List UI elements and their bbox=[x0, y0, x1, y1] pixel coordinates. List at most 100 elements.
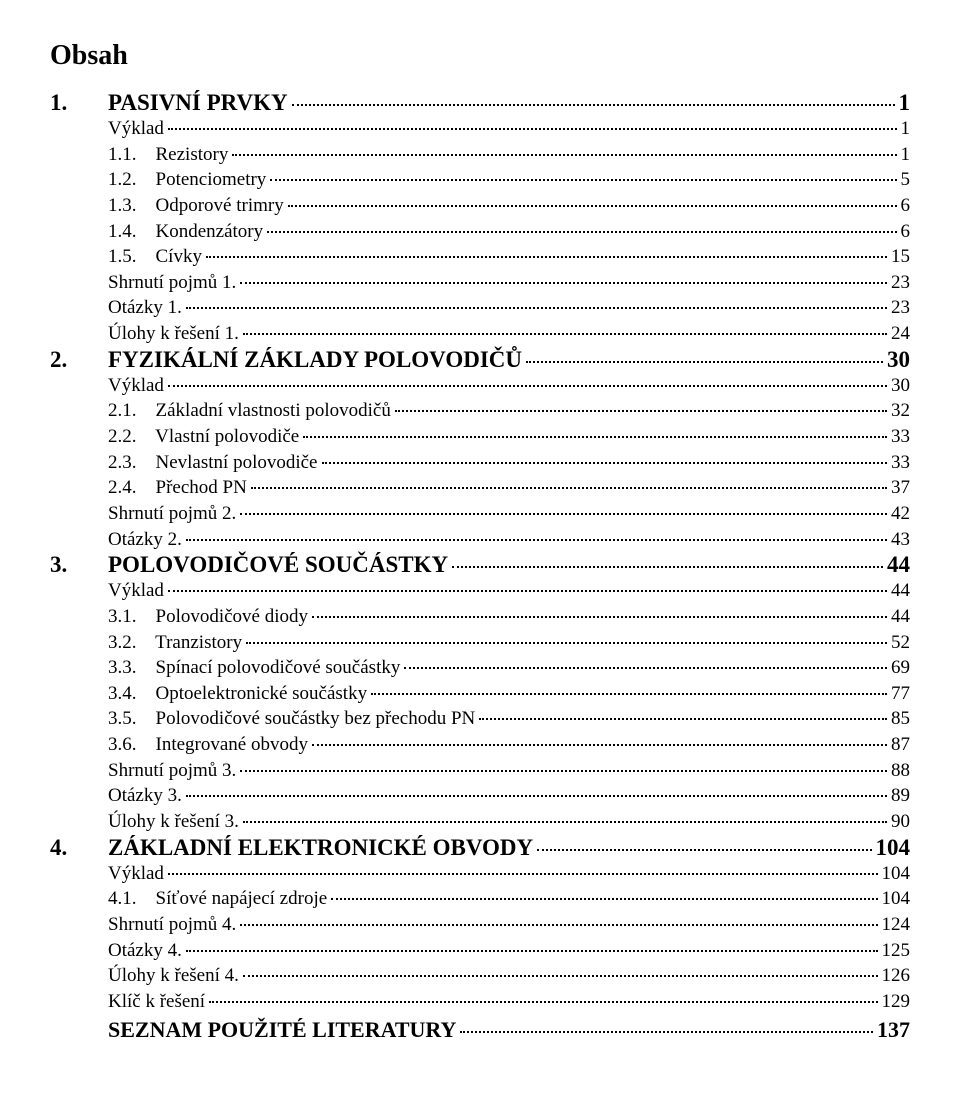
toc-page-number: 69 bbox=[891, 655, 910, 681]
toc-section: Klíč k řešení129 bbox=[50, 989, 910, 1015]
toc-leader-dots bbox=[168, 873, 878, 875]
toc-subsection: 2.1. Základní vlastnosti polovodičů 32 bbox=[50, 398, 910, 424]
toc-page-number: 44 bbox=[887, 552, 910, 578]
toc-section: Úlohy k řešení 4. 126 bbox=[50, 963, 910, 989]
toc-subsection: 2.2. Vlastní polovodiče 33 bbox=[50, 424, 910, 450]
toc-page-number: 33 bbox=[891, 424, 910, 450]
toc-subsection: 2.3. Nevlastní polovodiče33 bbox=[50, 450, 910, 476]
toc-entry-label: 3.2. Tranzistory bbox=[108, 630, 242, 656]
toc-subsection: 3.4. Optoelektronické součástky77 bbox=[50, 681, 910, 707]
toc-subsection: 1.3. Odporové trimry6 bbox=[50, 193, 910, 219]
toc-entry-label: 1.5. Cívky bbox=[108, 244, 202, 270]
toc-leader-dots bbox=[267, 231, 896, 233]
toc-entry-label: Výklad bbox=[108, 373, 164, 399]
toc-entry-label: 2.1. Základní vlastnosti polovodičů bbox=[108, 398, 391, 424]
toc-entry-label: 1.3. Odporové trimry bbox=[108, 193, 284, 219]
toc-page-number: 104 bbox=[882, 861, 911, 887]
toc-page-number: 33 bbox=[891, 450, 910, 476]
toc-chapter-label: ZÁKLADNÍ ELEKTRONICKÉ OBVODY bbox=[108, 835, 533, 861]
toc-entry-label: Otázky 4. bbox=[108, 938, 182, 964]
toc-page-number: 5 bbox=[901, 167, 911, 193]
toc-entry-label: 3.3. Spínací polovodičové součástky bbox=[108, 655, 400, 681]
toc-section: Shrnutí pojmů 2. 42 bbox=[50, 501, 910, 527]
toc-page-number: 1 bbox=[899, 90, 911, 116]
toc-page-number: 43 bbox=[891, 527, 910, 553]
toc-page-number: 23 bbox=[891, 295, 910, 321]
toc-subsection: 1.4. Kondenzátory6 bbox=[50, 219, 910, 245]
toc-chapter: 4.ZÁKLADNÍ ELEKTRONICKÉ OBVODY104 bbox=[50, 835, 910, 861]
toc-literature: SEZNAM POUŽITÉ LITERATURY 137 bbox=[50, 1015, 910, 1045]
toc-page-number: 44 bbox=[891, 604, 910, 630]
toc-section: Otázky 4.125 bbox=[50, 938, 910, 964]
toc-entry-label: Shrnutí pojmů 1. bbox=[108, 270, 236, 296]
toc-leader-dots bbox=[395, 410, 887, 412]
toc-section: Shrnutí pojmů 1.23 bbox=[50, 270, 910, 296]
toc-entry-label: Otázky 1. bbox=[108, 295, 182, 321]
toc-leader-dots bbox=[186, 950, 878, 952]
toc-page-number: 85 bbox=[891, 706, 910, 732]
toc-leader-dots bbox=[243, 821, 887, 823]
toc-entry-label: 1.2. Potenciometry bbox=[108, 167, 266, 193]
toc-chapter-number: 3. bbox=[50, 552, 80, 578]
toc-entry-label: 3.6. Integrované obvody bbox=[108, 732, 308, 758]
toc-leader-dots bbox=[240, 770, 887, 772]
toc-page-number: 137 bbox=[877, 1015, 910, 1045]
toc-page-number: 1 bbox=[901, 142, 911, 168]
toc-page-number: 6 bbox=[901, 219, 911, 245]
toc-entry-label: 3.4. Optoelektronické součástky bbox=[108, 681, 367, 707]
toc-page-number: 30 bbox=[887, 347, 910, 373]
toc-section: Výklad30 bbox=[50, 373, 910, 399]
toc-entry-label: SEZNAM POUŽITÉ LITERATURY bbox=[108, 1015, 456, 1045]
toc-leader-dots bbox=[243, 975, 878, 977]
toc-leader-dots bbox=[526, 361, 883, 363]
toc-chapter-label: PASIVNÍ PRVKY bbox=[108, 90, 288, 116]
toc-leader-dots bbox=[479, 718, 887, 720]
toc-section: Výklad104 bbox=[50, 861, 910, 887]
toc-subsection: 1.2. Potenciometry 5 bbox=[50, 167, 910, 193]
toc-leader-dots bbox=[246, 642, 887, 644]
toc-section: Shrnutí pojmů 4. 124 bbox=[50, 912, 910, 938]
page-title: Obsah bbox=[50, 40, 910, 72]
toc-page-number: 90 bbox=[891, 809, 910, 835]
toc-page-number: 124 bbox=[882, 912, 911, 938]
toc-subsection: 3.3. Spínací polovodičové součástky 69 bbox=[50, 655, 910, 681]
toc-entry-label: Výklad bbox=[108, 578, 164, 604]
toc-leader-dots bbox=[312, 744, 887, 746]
toc-entry-label: Úlohy k řešení 4. bbox=[108, 963, 239, 989]
toc-page-number: 104 bbox=[876, 835, 911, 861]
toc-section: Výklad1 bbox=[50, 116, 910, 142]
toc-entry-label: Úlohy k řešení 3. bbox=[108, 809, 239, 835]
toc-page-number: 126 bbox=[882, 963, 911, 989]
toc-subsection: 3.1. Polovodičové diody 44 bbox=[50, 604, 910, 630]
toc-leader-dots bbox=[292, 104, 895, 106]
toc-leader-dots bbox=[331, 898, 877, 900]
toc-section: Otázky 3.89 bbox=[50, 783, 910, 809]
toc-leader-dots bbox=[168, 128, 897, 130]
toc-leader-dots bbox=[270, 179, 896, 181]
toc-subsection: 3.2. Tranzistory52 bbox=[50, 630, 910, 656]
toc-entry-label: 4.1. Síťové napájecí zdroje bbox=[108, 886, 327, 912]
toc-leader-dots bbox=[168, 385, 887, 387]
toc-leader-dots bbox=[303, 436, 887, 438]
toc-entry-label: Shrnutí pojmů 4. bbox=[108, 912, 236, 938]
toc-entry-label: Shrnutí pojmů 2. bbox=[108, 501, 236, 527]
toc-page-number: 37 bbox=[891, 475, 910, 501]
toc-section: Otázky 2.43 bbox=[50, 527, 910, 553]
toc-leader-dots bbox=[168, 590, 887, 592]
toc-entry-label: 3.5. Polovodičové součástky bez přechodu… bbox=[108, 706, 475, 732]
toc-leader-dots bbox=[209, 1001, 877, 1003]
toc-page-number: 42 bbox=[891, 501, 910, 527]
toc-page-number: 32 bbox=[891, 398, 910, 424]
toc-section: Shrnutí pojmů 3.88 bbox=[50, 758, 910, 784]
toc-entry-label: 3.1. Polovodičové diody bbox=[108, 604, 308, 630]
toc-page-number: 88 bbox=[891, 758, 910, 784]
toc-leader-dots bbox=[371, 693, 887, 695]
toc-chapter: 3.POLOVODIČOVÉ SOUČÁSTKY44 bbox=[50, 552, 910, 578]
toc-page-number: 104 bbox=[882, 886, 911, 912]
toc-leader-dots bbox=[537, 849, 871, 851]
toc-section: Úlohy k řešení 1.24 bbox=[50, 321, 910, 347]
toc-entry-label: Otázky 3. bbox=[108, 783, 182, 809]
toc-entry-label: 2.2. Vlastní polovodiče bbox=[108, 424, 299, 450]
toc-leader-dots bbox=[243, 333, 887, 335]
toc-subsection: 3.6. Integrované obvody87 bbox=[50, 732, 910, 758]
